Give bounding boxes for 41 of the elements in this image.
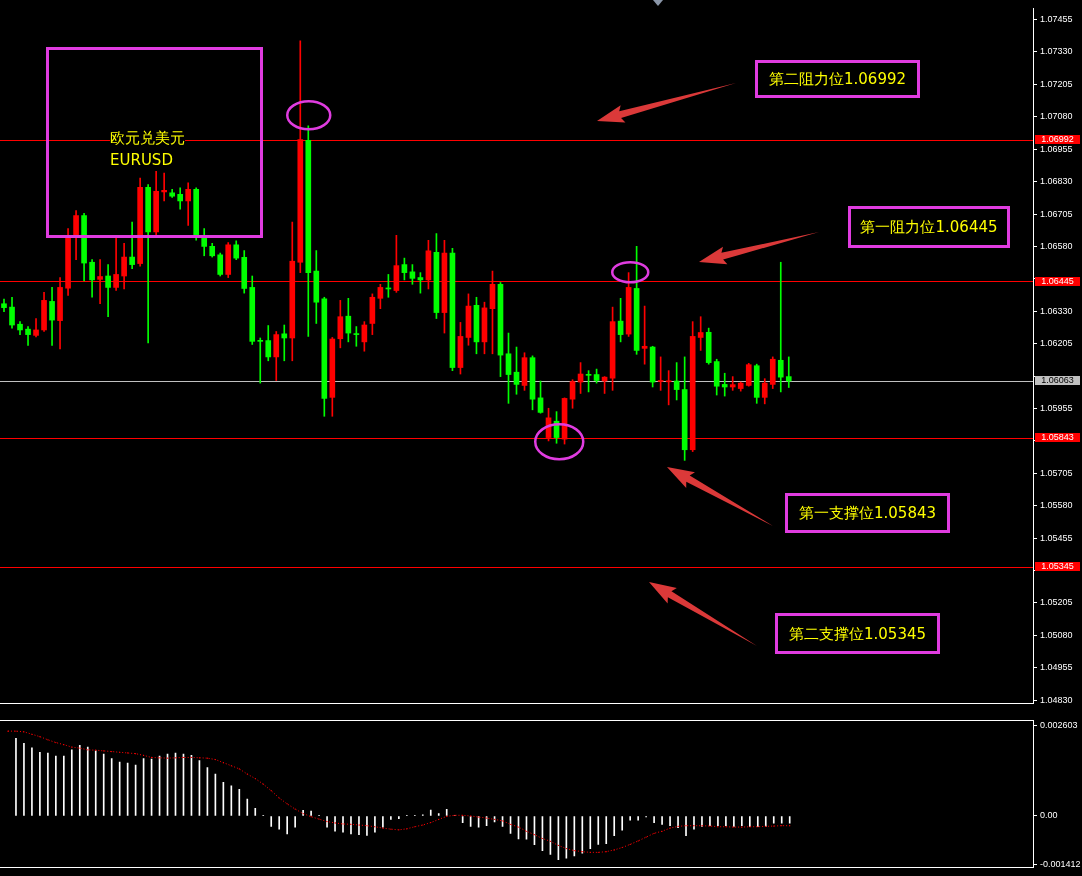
y-tick-label: 1.06205 <box>1040 338 1073 349</box>
y-tick-label: 1.06705 <box>1040 208 1073 219</box>
candlestick <box>129 221 135 270</box>
candlestick <box>777 261 784 393</box>
y-tick-label: 1.07455 <box>1040 14 1073 25</box>
annotation: 第二支撑位1.05345 <box>788 624 927 643</box>
y-tick-label: 1.05955 <box>1040 402 1073 413</box>
ref-line-label: 1.06992 <box>1041 134 1074 145</box>
ref-line-label: 1.06445 <box>1041 276 1074 287</box>
annotation: 欧元兑美元 EURUSD <box>110 127 185 171</box>
candlestick <box>281 324 288 362</box>
y-tick-label: 0.002603 <box>1040 720 1078 731</box>
y-tick-label: -0.001412 <box>1040 859 1081 870</box>
y-tick-label: 1.05455 <box>1040 532 1073 543</box>
candlestick <box>105 264 111 318</box>
y-tick-label: 0.00 <box>1040 810 1058 821</box>
y-tick-label: 1.06830 <box>1040 176 1073 187</box>
y-tick-label: 1.06955 <box>1040 143 1073 154</box>
ref-line-label: 1.06063 <box>1041 375 1074 386</box>
y-tick-label: 1.07330 <box>1040 46 1073 57</box>
annotation: 第一阻力位1.06445 <box>860 218 998 236</box>
y-tick-label: 1.04830 <box>1040 694 1073 705</box>
candlestick <box>721 372 728 397</box>
y-tick-label: 1.05080 <box>1040 629 1073 640</box>
ref-line-label: 1.05345 <box>1041 561 1074 572</box>
candlestick <box>257 337 264 384</box>
annotation: 第二阻力位1.06992 <box>768 70 907 88</box>
candlestick <box>697 316 704 351</box>
y-tick-label: 1.06580 <box>1040 240 1073 251</box>
y-tick-label: 1.05705 <box>1040 467 1073 478</box>
y-tick-label: 1.07080 <box>1040 111 1073 122</box>
y-tick-label: 1.06330 <box>1040 305 1073 316</box>
y-tick-label: 1.07205 <box>1040 78 1073 89</box>
candlestick <box>729 376 736 391</box>
y-tick-label: 1.05205 <box>1040 597 1073 608</box>
ref-line-label: 1.05843 <box>1041 432 1074 443</box>
y-tick-label: 1.05580 <box>1040 500 1073 511</box>
annotation: 第一支撑位1.05843 <box>798 504 937 522</box>
candlestick <box>161 172 167 202</box>
y-tick-label: 1.04955 <box>1040 662 1073 673</box>
candlestick <box>785 356 792 388</box>
